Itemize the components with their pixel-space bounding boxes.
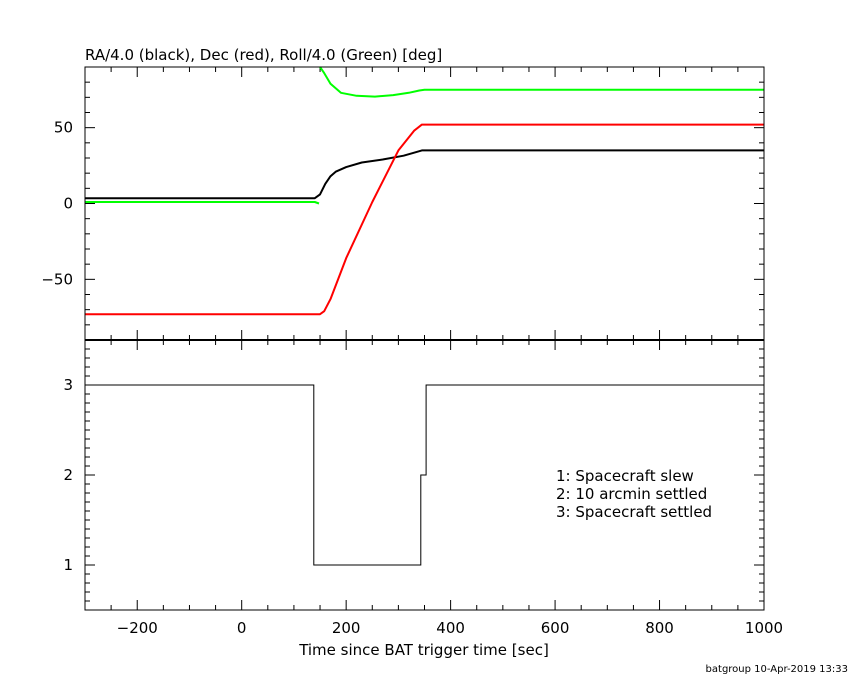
ra-series-line (85, 149, 764, 200)
bottom-y-tick-label: 2 (63, 466, 73, 484)
roll-series-line (85, 201, 320, 205)
bottom-y-tick-label: 3 (63, 376, 73, 394)
roll-series-line (319, 66, 764, 98)
legend-item-1: 1: Spacecraft slew (556, 467, 694, 485)
x-tick-label: 600 (541, 619, 570, 637)
top-chart-title: RA/4.0 (black), Dec (red), Roll/4.0 (Gre… (85, 46, 442, 64)
x-tick-label: −200 (117, 619, 158, 637)
bottom-series-group (85, 384, 764, 566)
state-legend: 1: Spacecraft slew 2: 10 arcmin settled … (556, 467, 712, 521)
state-series-line (85, 384, 764, 566)
top-y-tick-labels: −50 0 50 (41, 119, 73, 289)
dec-series-line (85, 123, 764, 316)
bottom-x-tick-labels: −200 0 200 400 600 800 1000 (117, 619, 783, 637)
x-tick-label: 1000 (745, 619, 783, 637)
legend-item-2: 2: 10 arcmin settled (556, 485, 707, 503)
top-plot-frame (84, 66, 765, 341)
x-tick-label: 0 (237, 619, 247, 637)
top-y-tick-label: 0 (63, 195, 73, 213)
top-y-tick-label: 50 (54, 119, 73, 137)
x-tick-label: 400 (436, 619, 465, 637)
top-panel: RA/4.0 (black), Dec (red), Roll/4.0 (Gre… (41, 46, 765, 341)
bottom-y-tick-label: 1 (63, 556, 73, 574)
top-y-tick-label: −50 (41, 270, 73, 288)
footer-stamp: batgroup 10-Apr-2019 13:33 (706, 664, 848, 675)
legend-item-3: 3: Spacecraft settled (556, 503, 712, 521)
x-tick-label: 200 (332, 619, 361, 637)
bottom-y-tick-labels: 1 2 3 (63, 376, 73, 574)
bottom-panel: 1 2 3 −200 0 200 400 600 800 1000 Time since BAT… (63, 339, 783, 659)
x-tick-label: 800 (645, 619, 674, 637)
x-axis-label: Time since BAT trigger time [sec] (298, 641, 549, 659)
top-axis-ticks (84, 66, 765, 341)
top-series-group (85, 66, 764, 316)
